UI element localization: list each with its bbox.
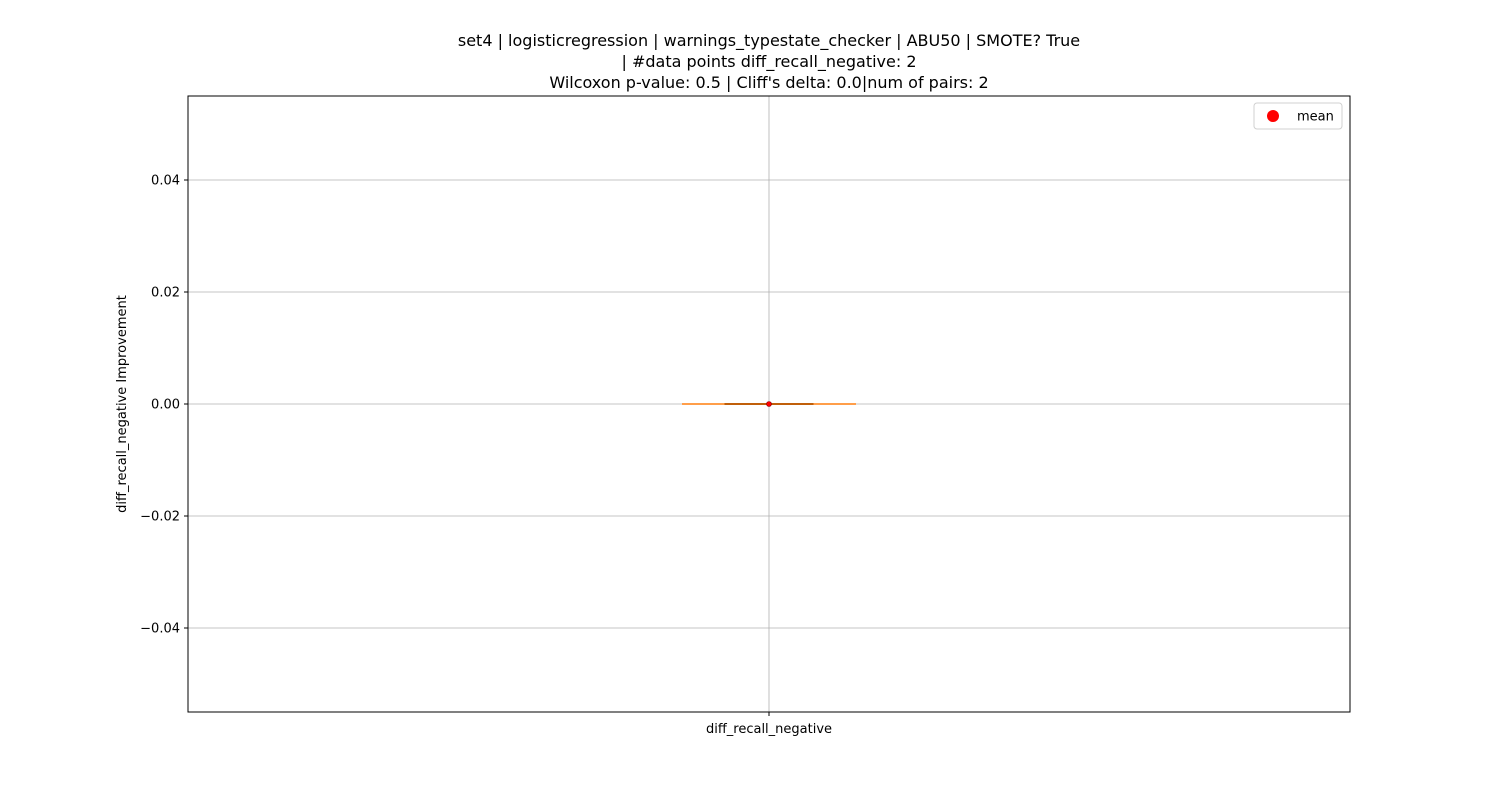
legend-frame xyxy=(1253,102,1343,130)
y-tick-label: 0.02 xyxy=(151,286,180,301)
y-tick-label: 0.00 xyxy=(151,398,180,413)
y-axis-label: diff_recall_negative Improvement xyxy=(115,295,130,513)
chart-title: set4 | logisticregression | warnings_typ… xyxy=(188,30,1350,93)
legend: mean xyxy=(1253,102,1343,130)
x-tick-label: diff_recall_negative xyxy=(706,722,832,737)
y-axis: −0.04 −0.02 0.00 0.02 0.04 xyxy=(140,174,188,637)
chart-title-line-1: set4 | logisticregression | warnings_typ… xyxy=(457,31,1081,50)
x-axis: diff_recall_negative xyxy=(706,712,832,737)
mean-marker xyxy=(766,401,772,407)
legend-mean-label: mean xyxy=(1297,110,1334,125)
y-tick-label: −0.04 xyxy=(140,622,180,637)
y-tick-label: 0.04 xyxy=(151,174,180,189)
y-tick-label: −0.02 xyxy=(140,510,180,525)
box-layer xyxy=(682,401,856,407)
chart-title-line-3: Wilcoxon p-value: 0.5 | Cliff's delta: 0… xyxy=(549,73,989,92)
legend-mean-marker xyxy=(1267,110,1279,122)
chart-title-line-2: | #data points diff_recall_negative: 2 xyxy=(621,52,917,71)
